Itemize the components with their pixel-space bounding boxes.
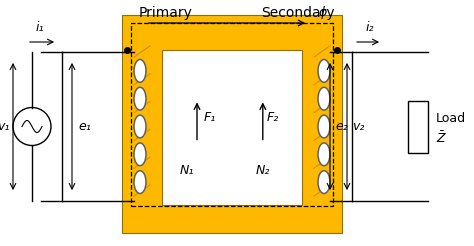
Ellipse shape	[318, 115, 330, 138]
Text: v₁: v₁	[0, 120, 9, 133]
Text: $\bar{Z}$: $\bar{Z}$	[436, 131, 447, 146]
Ellipse shape	[134, 87, 146, 110]
Bar	[122, 15, 342, 233]
Text: N₁: N₁	[180, 164, 194, 177]
Ellipse shape	[134, 171, 146, 194]
Ellipse shape	[134, 115, 146, 138]
Text: N₂: N₂	[255, 164, 270, 177]
Text: F₁: F₁	[204, 111, 216, 124]
Bar	[162, 50, 302, 205]
Text: ϕ: ϕ	[319, 6, 327, 19]
Text: Secondary: Secondary	[261, 6, 335, 20]
Text: Load: Load	[436, 112, 466, 125]
Text: e₁: e₁	[78, 120, 91, 133]
Ellipse shape	[318, 143, 330, 166]
Text: i₁: i₁	[36, 21, 44, 34]
Ellipse shape	[318, 171, 330, 194]
Text: e₂: e₂	[335, 120, 348, 133]
Text: v₂: v₂	[352, 120, 365, 133]
Bar	[131, 23, 333, 206]
Ellipse shape	[318, 60, 330, 82]
Bar	[408, 101, 428, 153]
Text: Primary: Primary	[139, 6, 193, 20]
Ellipse shape	[318, 87, 330, 110]
Ellipse shape	[134, 60, 146, 82]
Text: F₂: F₂	[267, 111, 279, 124]
Text: i₂: i₂	[366, 21, 374, 34]
Ellipse shape	[134, 143, 146, 166]
